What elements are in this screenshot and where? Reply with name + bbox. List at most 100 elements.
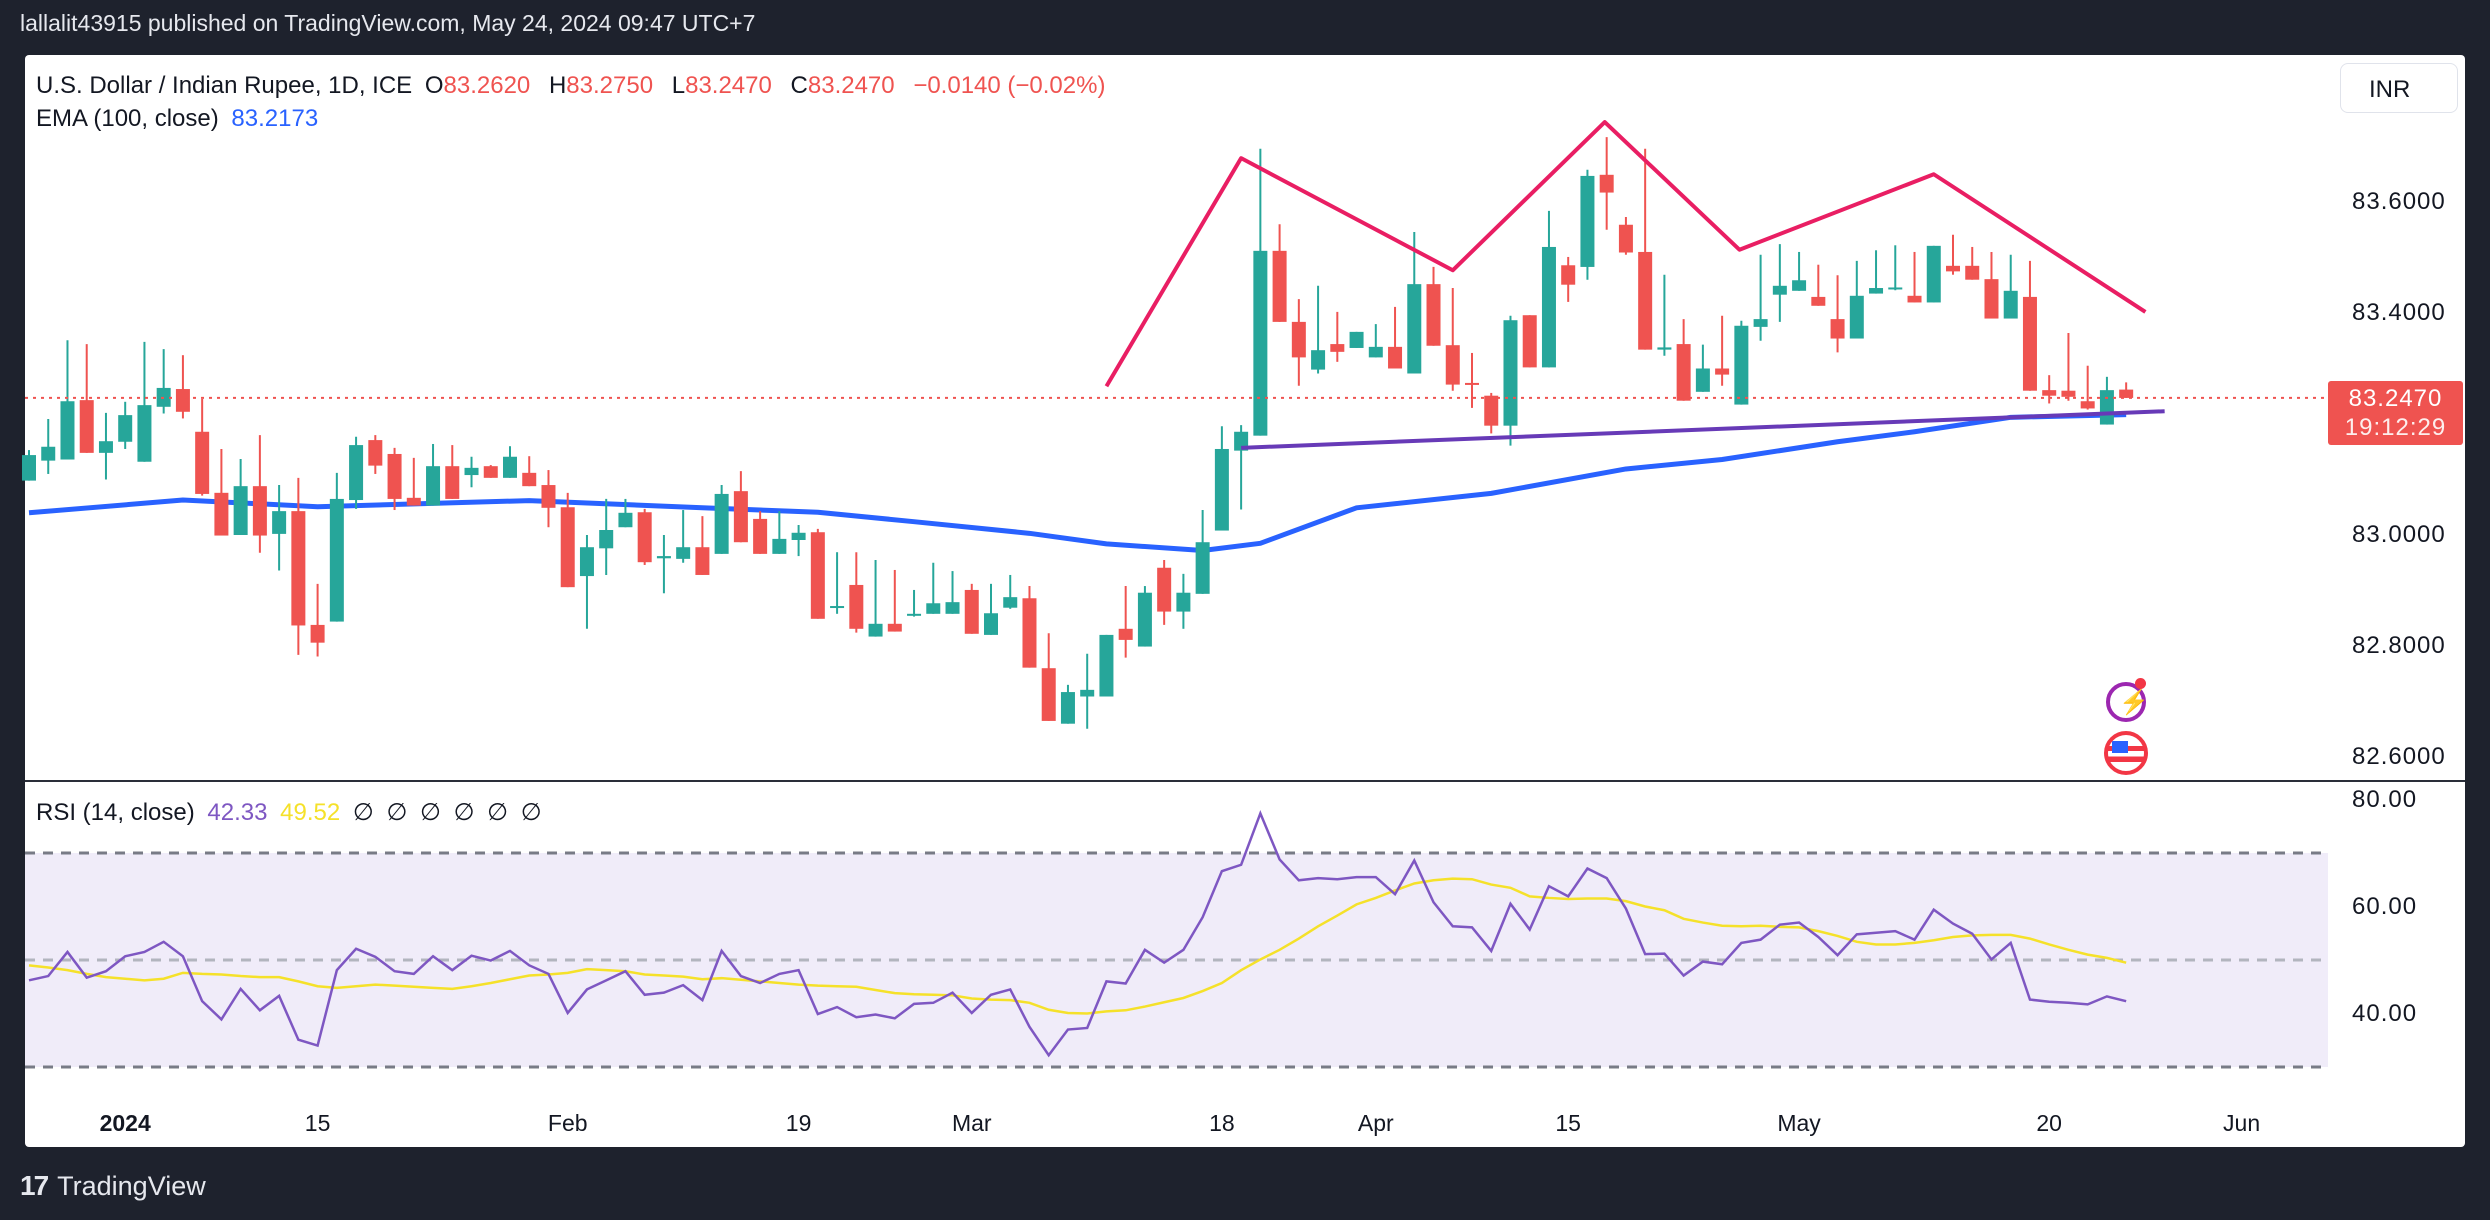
candle: [1484, 392, 1499, 434]
candle-body: [830, 606, 845, 609]
candle-body: [1368, 346, 1383, 358]
price-change: −0.0140 (−0.02%): [913, 72, 1106, 99]
candle-body: [1849, 295, 1864, 339]
candle-body: [329, 498, 344, 622]
ema-value: 83.2173: [231, 105, 319, 132]
candle-body: [2042, 390, 2057, 396]
candle-body: [252, 486, 267, 536]
candle-body: [1541, 246, 1556, 368]
candle-body: [676, 547, 691, 559]
candle-body: [118, 415, 133, 442]
candle: [1888, 245, 1903, 291]
candle-body: [1041, 668, 1056, 721]
candle: [964, 583, 979, 634]
candle: [118, 401, 133, 449]
candle-body: [1099, 634, 1114, 697]
candle: [830, 552, 845, 614]
candle: [1253, 148, 1268, 436]
candle-body: [772, 538, 787, 554]
candle-body: [1388, 346, 1403, 369]
candle: [214, 448, 229, 536]
candle-body: [541, 485, 556, 508]
candle: [1234, 425, 1249, 510]
candle-body: [1638, 251, 1653, 350]
candle-body: [1503, 320, 1518, 426]
candle: [22, 450, 36, 481]
us-flag-event-icon[interactable]: [2104, 731, 2148, 775]
candle-body: [1291, 321, 1306, 358]
candle-body: [22, 455, 36, 481]
candle-body: [753, 518, 768, 554]
candle: [1407, 231, 1422, 374]
candle: [1311, 285, 1326, 374]
candle: [1503, 315, 1518, 446]
candle: [541, 470, 556, 528]
rsi-label[interactable]: RSI (14, close): [36, 799, 195, 826]
rsi-line: [28, 810, 2127, 1058]
candle-body: [445, 466, 460, 499]
candle: [1715, 315, 1730, 386]
candle: [1060, 684, 1075, 724]
candle: [1599, 137, 1614, 230]
ema-label[interactable]: EMA (100, close): [36, 105, 219, 132]
candle-body: [1253, 250, 1268, 436]
candle-body: [1426, 284, 1441, 346]
time-axis-label: 15: [304, 1110, 331, 1136]
ohlc-low: L83.2470: [671, 72, 772, 99]
candle: [522, 456, 537, 487]
time-axis-label: Mar: [951, 1110, 992, 1136]
candle-body: [849, 584, 864, 629]
ohlc-high: H83.2750: [548, 72, 654, 99]
candle: [1214, 426, 1229, 531]
candle-body: [1888, 287, 1903, 290]
candle: [1984, 251, 1999, 319]
candle: [1522, 315, 1537, 368]
candle-body: [483, 466, 498, 478]
price-axis-tick: 83.4000: [2352, 299, 2446, 326]
candle: [1118, 586, 1133, 658]
candle: [175, 355, 190, 419]
candle-body: [503, 456, 517, 478]
candle-body: [1118, 628, 1133, 640]
symbol-title[interactable]: U.S. Dollar / Indian Rupee, 1D, ICE: [36, 72, 413, 99]
time-axis-label: 15: [1555, 1110, 1581, 1136]
lightning-event-icon[interactable]: ⚡: [2106, 678, 2149, 722]
candle-body: [1484, 395, 1499, 426]
candle-body: [1060, 692, 1075, 724]
candle-body: [1349, 331, 1364, 348]
candle: [1734, 320, 1749, 405]
candle: [1388, 306, 1403, 369]
candle-body: [1984, 279, 1999, 319]
candle: [733, 471, 748, 543]
candle: [1811, 264, 1826, 306]
candle: [1080, 653, 1095, 729]
candle-body: [926, 603, 941, 614]
candle-body: [522, 472, 537, 487]
candle-body: [1465, 382, 1479, 385]
candle: [2061, 332, 2076, 401]
candle-body: [868, 623, 883, 637]
candle: [868, 559, 883, 637]
candle-body: [2119, 389, 2134, 398]
candle-body: [137, 405, 152, 462]
tradingview-brand[interactable]: 17 TradingView: [20, 1170, 206, 1202]
candle: [2022, 260, 2037, 391]
price-axis-tick: 82.6000: [2352, 743, 2446, 770]
candle-body: [214, 492, 229, 536]
candle-body: [791, 532, 806, 540]
candle-body: [1157, 567, 1172, 612]
candle: [1445, 288, 1460, 391]
candle: [945, 571, 960, 614]
candle: [579, 535, 594, 629]
candle-body: [1676, 344, 1691, 401]
candle-body: [887, 623, 902, 632]
rsi-legend: RSI (14, close) 42.33 49.52 ∅ ∅ ∅ ∅ ∅ ∅: [36, 798, 548, 827]
candle: [1753, 254, 1768, 341]
currency-button[interactable]: INR: [2340, 63, 2458, 113]
candle-body: [291, 511, 306, 626]
candle-body: [599, 530, 614, 549]
candle: [926, 562, 941, 614]
candle: [2042, 375, 2057, 404]
candle-body: [1946, 265, 1960, 272]
